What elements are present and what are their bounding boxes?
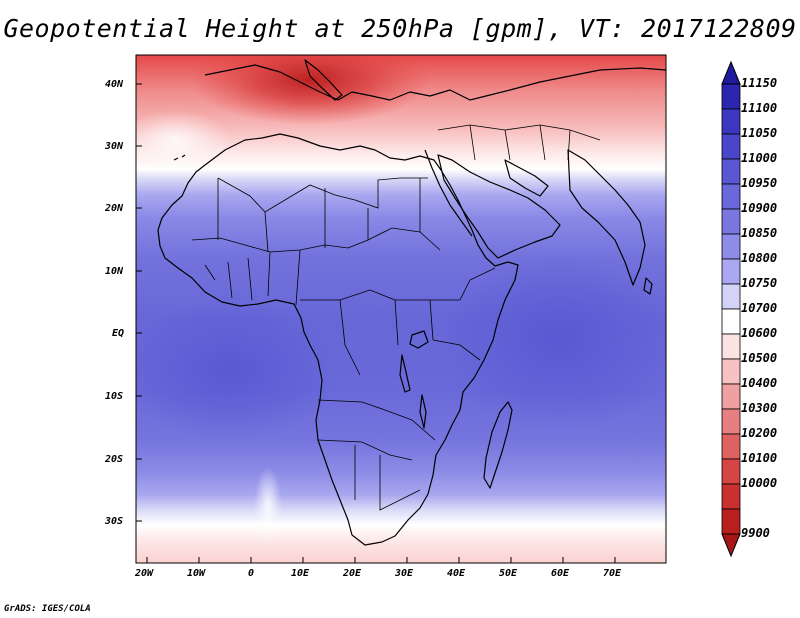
- sri-lanka: [643, 277, 653, 295]
- africa-coastline: [157, 133, 519, 546]
- colorbar-label: 10200: [741, 426, 778, 440]
- lon-label-70e: 70E: [603, 568, 622, 579]
- colorbar-box: [721, 108, 741, 135]
- lat-label-20n: 20N: [105, 203, 124, 214]
- lon-label-40e: 40E: [447, 568, 466, 579]
- west-pale-tongue: [136, 110, 230, 170]
- colorbar-box: [721, 383, 741, 410]
- colorbar-label: 10500: [741, 351, 778, 365]
- mediterranean-low: [190, 55, 430, 125]
- colorbar-box: [721, 433, 741, 460]
- arabian-peninsula: [437, 154, 561, 259]
- lon-label-30e: 30E: [395, 568, 414, 579]
- madagascar: [483, 401, 513, 489]
- colorbar-top-arrow: [721, 60, 741, 85]
- colorbar-label: 10900: [741, 201, 778, 215]
- colorbar-label: 10850: [741, 226, 778, 240]
- lat-label-10s: 10S: [105, 391, 124, 402]
- colorbar-label: 10600: [741, 326, 778, 340]
- lon-label-50e: 50E: [499, 568, 518, 579]
- lon-label-10w: 10W: [187, 568, 206, 579]
- indian-ocean-core: [440, 250, 666, 430]
- lake-malawi: [419, 394, 427, 429]
- red-sea-coast: [424, 149, 473, 237]
- border-vertical-sahara: [217, 178, 421, 253]
- south-pale-tongue: [254, 467, 282, 543]
- lake-tanganyika: [399, 354, 411, 393]
- colorbar-label: 10800: [741, 251, 778, 265]
- lon-label-60e: 60E: [551, 568, 570, 579]
- border-southern: [317, 399, 436, 511]
- colorbar-box: [721, 333, 741, 360]
- colorbar-label: 11000: [741, 151, 778, 165]
- lat-label-30s: 30S: [105, 516, 124, 527]
- credit-text: GrADS: IGES/COLA: [4, 604, 91, 614]
- colorbar-label: 10750: [741, 276, 778, 290]
- colorbar-label: 10400: [741, 376, 778, 390]
- border-central: [300, 289, 460, 376]
- colorbar-label: 11150: [741, 76, 778, 90]
- colorbar-label: 10300: [741, 401, 778, 415]
- coastlines: [157, 59, 666, 546]
- colorbar-box: [721, 408, 741, 435]
- colorbar-box: [721, 308, 741, 335]
- southern-europe: [204, 64, 666, 101]
- map-frame: [135, 54, 667, 564]
- lat-label-30n: 30N: [105, 141, 124, 152]
- lon-label-20e: 20E: [343, 568, 362, 579]
- colorbar-label: 10700: [741, 301, 778, 315]
- lat-label-40n: 40N: [105, 79, 124, 90]
- atlantic-core: [136, 300, 340, 440]
- colorbar-label: 10950: [741, 176, 778, 190]
- colorbar-label: 10100: [741, 451, 778, 465]
- colorbar-label: 9900: [741, 526, 770, 540]
- chart-title: Geopotential Height at 250hPa [gpm], VT:…: [3, 14, 797, 43]
- colorbar-box: [721, 358, 741, 385]
- colorbar-box: [721, 283, 741, 310]
- colorbar-box: [721, 458, 741, 485]
- india: [567, 149, 646, 286]
- colorbar-box: [721, 133, 741, 160]
- axis-ticks: [136, 83, 616, 563]
- lake-victoria: [409, 330, 429, 349]
- italy: [304, 59, 343, 101]
- border-east: [432, 267, 496, 361]
- border-west-africa: [204, 249, 301, 306]
- colorbar-box: [721, 508, 741, 535]
- colorbar-box: [721, 483, 741, 510]
- lon-label-20w: 20W: [135, 568, 154, 579]
- colorbar-box: [721, 208, 741, 235]
- colorbar-box: [721, 158, 741, 185]
- lat-label-10n: 10N: [105, 266, 124, 277]
- colorbar-bottom-arrow: [721, 533, 741, 558]
- country-borders: [191, 124, 601, 511]
- colorbar-box: [721, 83, 741, 110]
- lon-label-10e: 10E: [291, 568, 310, 579]
- lon-label-0: 0: [248, 568, 255, 579]
- colorbar-box: [721, 258, 741, 285]
- colorbar-box: [721, 183, 741, 210]
- persian-gulf: [504, 159, 549, 197]
- colorbar-label: 11100: [741, 101, 778, 115]
- lat-label-20s: 20S: [105, 454, 124, 465]
- canary-isles: [173, 154, 186, 161]
- colorbar-label: 11050: [741, 126, 778, 140]
- colorbar-box: [721, 233, 741, 260]
- border-middle-east: [437, 124, 601, 161]
- lat-label-eq: EQ: [112, 328, 125, 339]
- border-sahara-north: [217, 177, 428, 213]
- colorbar-label: 10000: [741, 476, 778, 490]
